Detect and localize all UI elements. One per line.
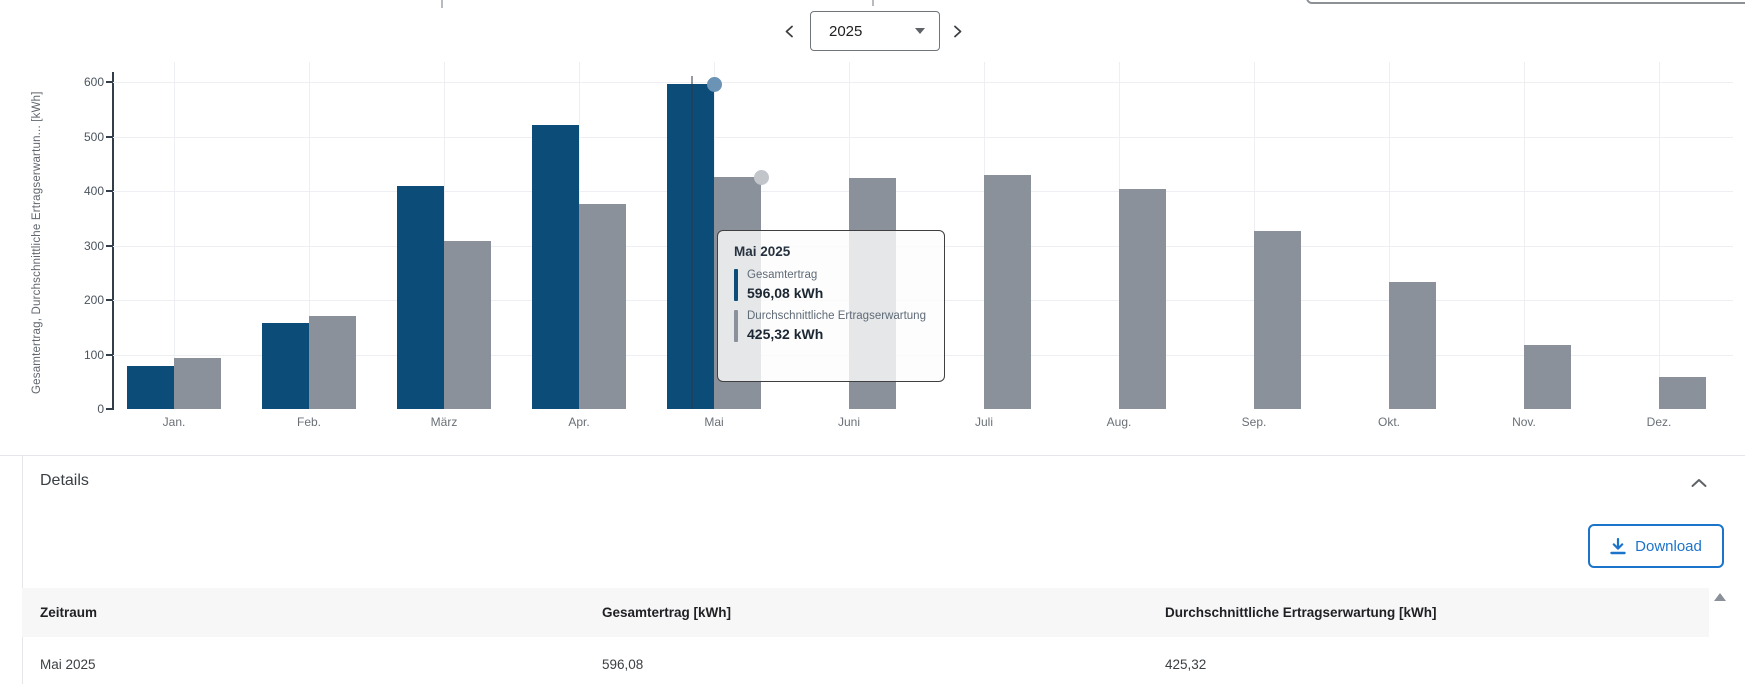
table-cell: 596,08	[602, 656, 644, 672]
chevron-left-icon	[785, 25, 793, 37]
year-select-value: 2025	[829, 22, 863, 40]
v-gridline	[1659, 62, 1660, 409]
y-axis-tick	[106, 81, 112, 83]
y-axis-tick-label: 300	[83, 238, 104, 253]
details-section-title: Details	[40, 472, 89, 489]
series-color-indicator	[734, 310, 738, 342]
bar-ertragserwartung[interactable]	[984, 174, 1031, 409]
x-axis-label: Aug.	[1106, 415, 1132, 429]
x-axis-label: Feb.	[296, 415, 321, 429]
y-axis-tick	[106, 190, 112, 192]
bar-ertragserwartung[interactable]	[309, 315, 356, 409]
v-gridline	[174, 62, 175, 409]
hover-crosshair-line	[690, 76, 693, 409]
y-axis-tick	[106, 244, 112, 247]
bar-ertragserwartung[interactable]	[579, 203, 626, 409]
bar-gesamtertrag[interactable]	[262, 323, 309, 409]
y-axis-tick-label: 100	[83, 347, 104, 362]
caret-down-icon	[915, 28, 925, 34]
h-gridline	[113, 82, 1733, 83]
table-header-row	[22, 588, 1709, 637]
section-divider	[0, 455, 1745, 456]
x-axis-label: März	[430, 415, 458, 429]
table-scrollbar-up-arrow[interactable]	[1714, 593, 1726, 601]
x-axis-label: Okt.	[1377, 415, 1400, 429]
table-cell: Mai 2025	[40, 656, 96, 672]
tooltip-title: Mai 2025	[734, 244, 791, 259]
chevron-right-icon	[953, 25, 961, 37]
details-card-border	[22, 456, 23, 684]
previous-year-button[interactable]	[776, 18, 802, 44]
y-axis-tick-label: 0	[97, 402, 104, 416]
bar-ertragserwartung[interactable]	[174, 358, 221, 409]
y-axis-tick	[106, 408, 112, 410]
bar-gesamtertrag[interactable]	[397, 186, 444, 409]
y-axis-tick-label: 200	[83, 293, 104, 307]
v-gridline	[1524, 62, 1525, 409]
bar-gesamtertrag[interactable]	[127, 366, 174, 409]
y-axis-tick-label: 500	[83, 129, 104, 144]
next-year-button[interactable]	[944, 18, 970, 44]
x-axis-label: Apr.	[568, 415, 590, 429]
bar-ertragserwartung[interactable]	[444, 241, 491, 409]
y-axis-line	[112, 72, 114, 410]
hover-dot	[753, 169, 769, 185]
bar-ertragserwartung[interactable]	[1524, 344, 1571, 409]
bar-ertragserwartung[interactable]	[1119, 188, 1166, 409]
bar-ertragserwartung[interactable]	[1389, 282, 1436, 409]
y-axis-tick-label: 600	[83, 75, 104, 89]
h-gridline	[113, 136, 1733, 138]
table-cell: 425,32	[1165, 656, 1207, 672]
tooltip-series-value: 596,08 kWh	[747, 285, 824, 301]
table-column-header: Durchschnittliche Ertragserwartung [kWh]	[1165, 605, 1437, 620]
chevron-up-icon	[1691, 479, 1707, 487]
x-axis-label: Juli	[974, 415, 993, 429]
x-axis-label: Dez.	[1646, 415, 1672, 429]
x-axis-label: Sep.	[1241, 415, 1267, 429]
collapse-details-button[interactable]	[1686, 472, 1712, 494]
y-axis-tick-label: 400	[83, 184, 104, 198]
x-axis-label: Mai	[704, 415, 724, 429]
year-select[interactable]: 2025	[810, 11, 940, 51]
top-divider-tick	[441, 0, 443, 8]
bar-ertragserwartung[interactable]	[1254, 230, 1301, 409]
bar-ertragserwartung[interactable]	[1659, 376, 1706, 409]
tooltip-series-value: 425,32 kWh	[747, 326, 824, 342]
x-axis-label: Juni	[837, 415, 860, 429]
download-icon	[1610, 537, 1626, 554]
v-gridline	[309, 62, 310, 409]
y-axis-label: Gesamtertrag, Durchschnittliche Ertragse…	[31, 91, 43, 394]
cropped-top-right-input[interactable]	[1306, 0, 1745, 4]
tooltip-item-gesamtertrag: Gesamtertrag 596,08 kWh	[734, 269, 936, 301]
y-axis-tick	[106, 135, 112, 138]
table-column-header: Zeitraum	[40, 605, 98, 620]
v-gridline	[444, 62, 445, 409]
series-color-indicator	[734, 269, 738, 301]
x-axis-label: Nov.	[1512, 415, 1536, 429]
y-axis-tick	[106, 299, 112, 301]
h-gridline	[113, 191, 1733, 192]
tooltip-item-ertragserwartung: Durchschnittliche Ertragserwartung 425,3…	[734, 310, 936, 342]
hover-dot	[706, 76, 722, 92]
download-button[interactable]: Download	[1588, 524, 1724, 568]
download-button-label: Download	[1635, 537, 1702, 555]
bar-gesamtertrag[interactable]	[532, 125, 579, 409]
y-axis-tick	[106, 353, 112, 356]
table-column-header: Gesamtertrag [kWh]	[602, 605, 732, 620]
x-axis-label: Jan.	[162, 415, 186, 429]
chart-tooltip: Mai 2025 Gesamtertrag 596,08 kWh Durchsc…	[717, 230, 945, 382]
v-gridline	[1389, 62, 1390, 409]
tooltip-series-label: Gesamtertrag	[747, 269, 818, 281]
top-divider-tick	[872, 0, 874, 6]
tooltip-series-label: Durchschnittliche Ertragserwartung	[747, 310, 926, 322]
